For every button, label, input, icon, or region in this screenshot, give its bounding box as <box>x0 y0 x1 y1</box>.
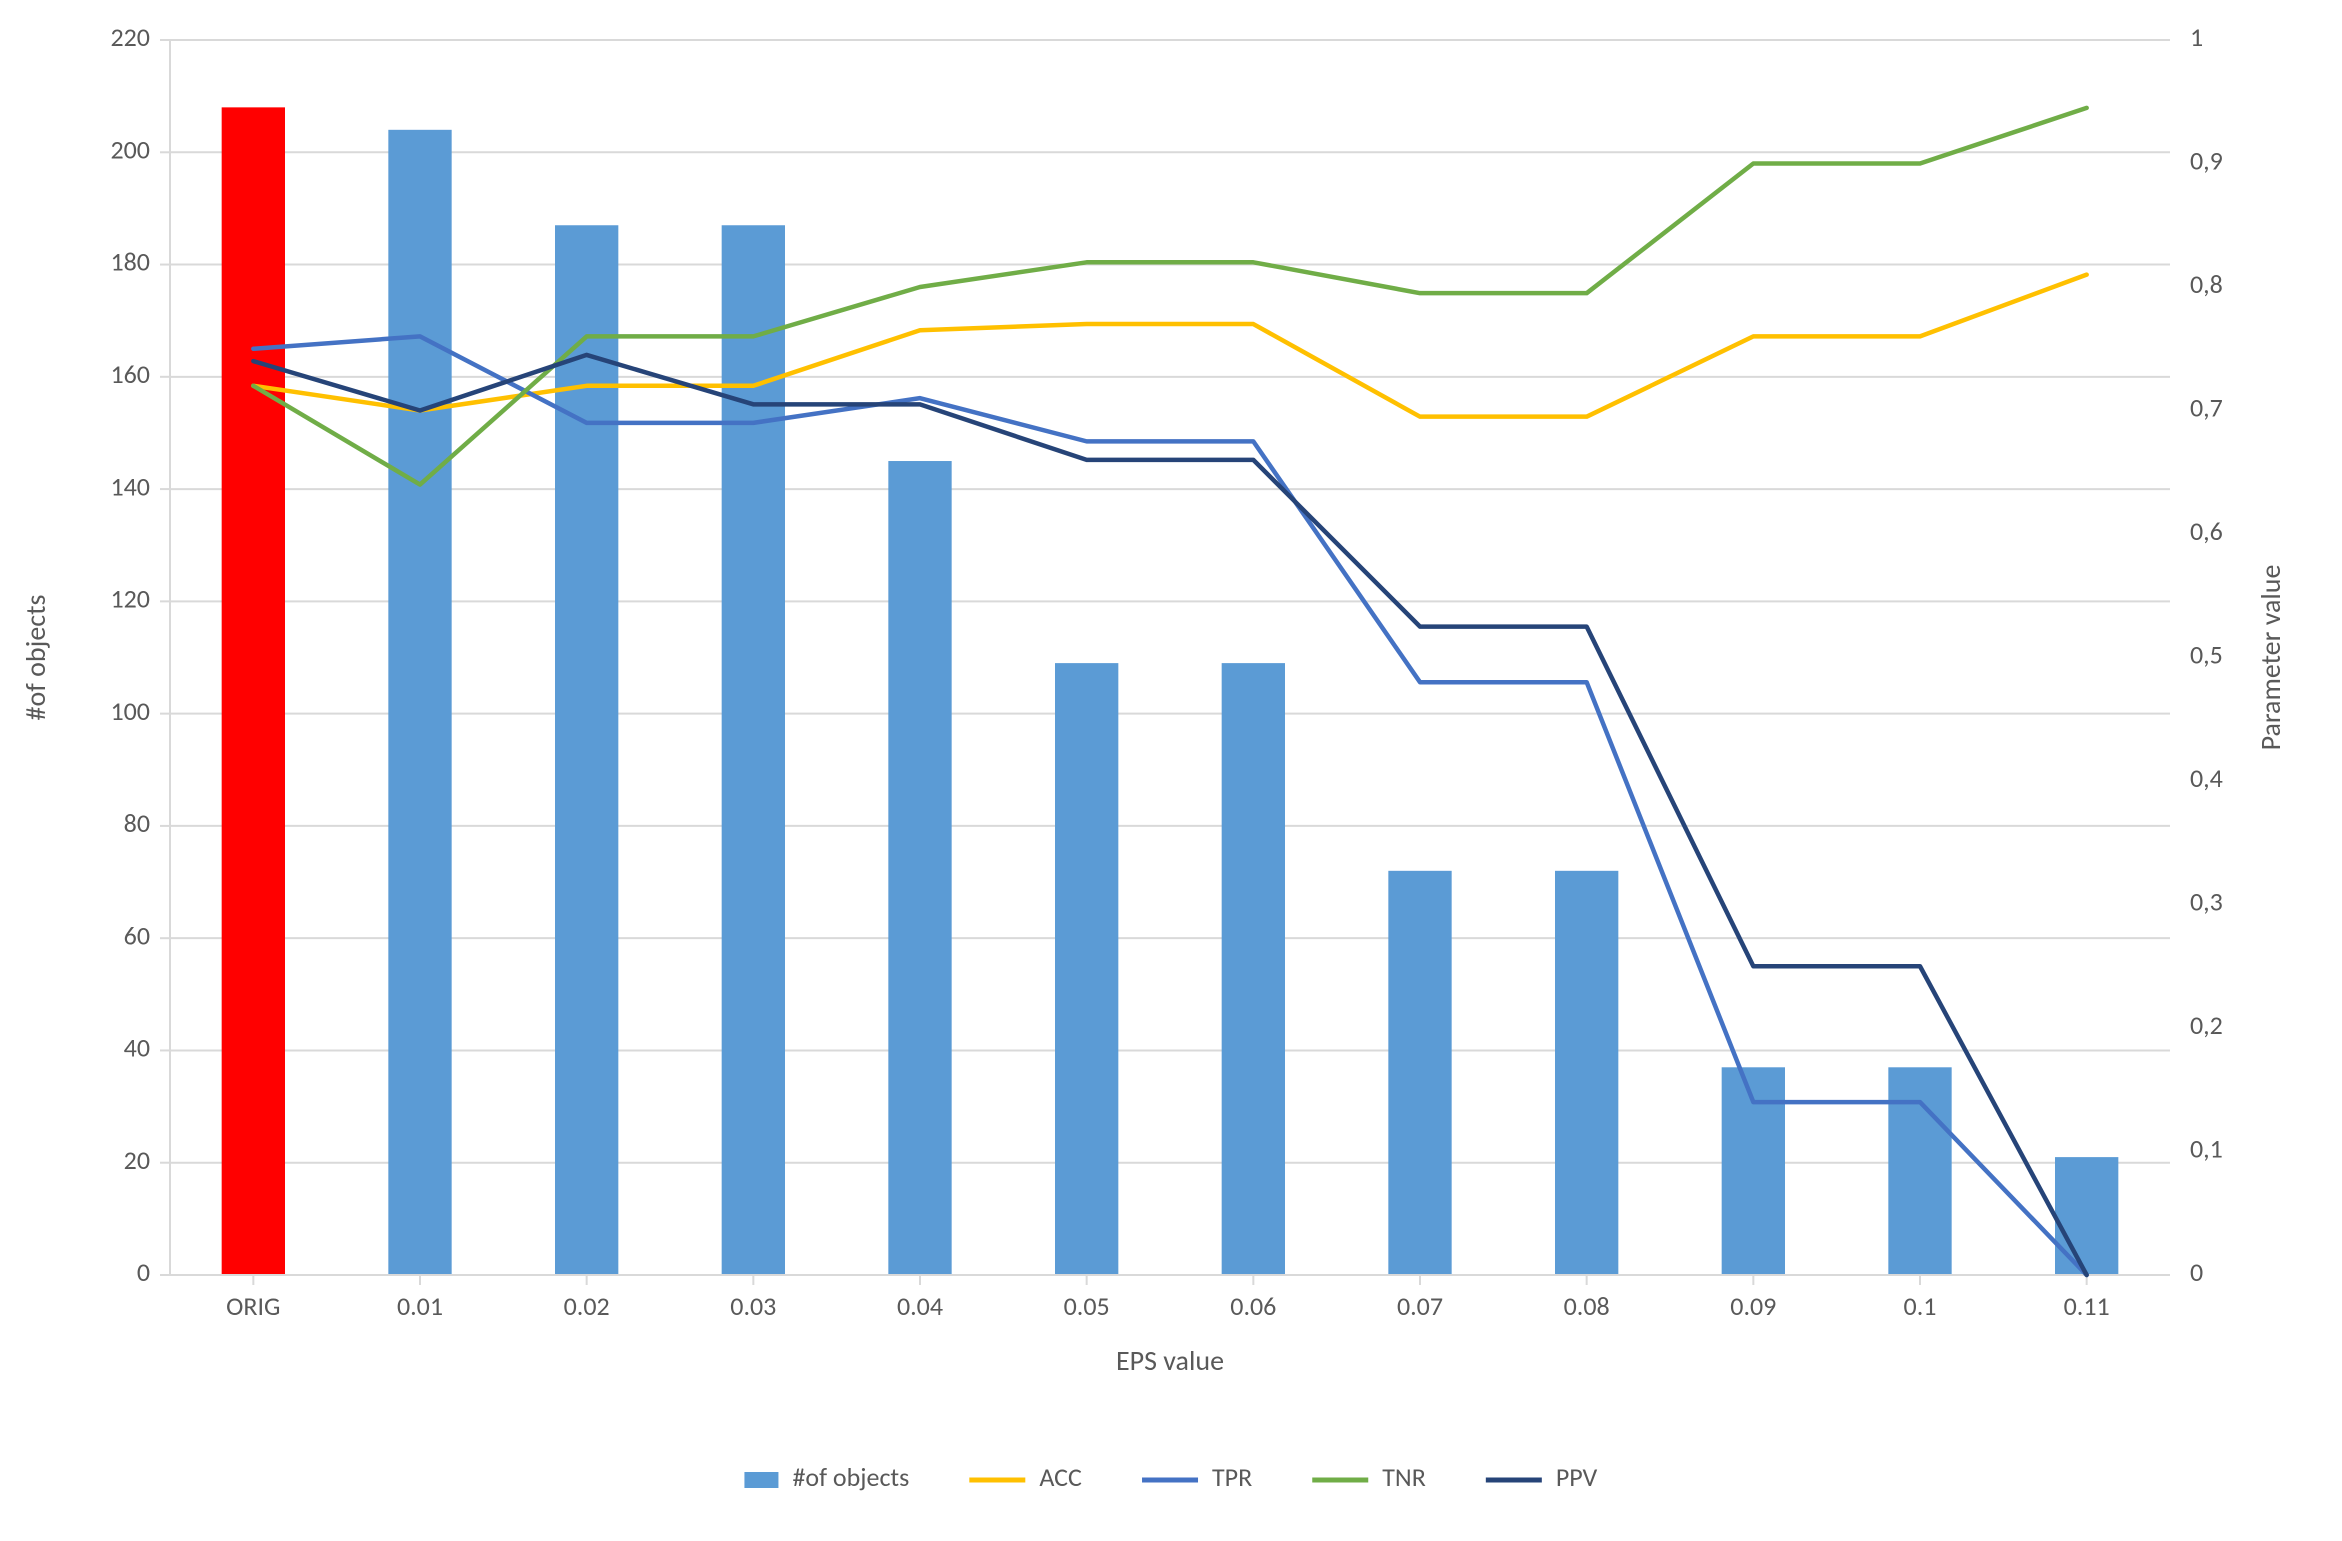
y-left-tick-label: 140 <box>110 470 150 502</box>
x-tick-label: 0.01 <box>397 1290 443 1322</box>
legend-label: ACC <box>1039 1461 1082 1493</box>
x-tick-label: 0.11 <box>2064 1290 2110 1322</box>
y-left-tick-label: 80 <box>124 807 150 839</box>
x-tick-label: 0.05 <box>1064 1290 1110 1322</box>
y-right-tick-label: 0,8 <box>2190 268 2223 300</box>
y-right-tick-label: 0,3 <box>2190 886 2223 918</box>
bar-ORIG <box>222 107 285 1275</box>
bar-0.04 <box>888 461 951 1275</box>
bar-0.02 <box>555 225 618 1275</box>
x-tick-label: 0.08 <box>1564 1290 1610 1322</box>
y-right-tick-label: 0,7 <box>2190 392 2223 424</box>
y-right-tick-label: 0,6 <box>2190 515 2223 547</box>
y-right-tick-label: 0 <box>2190 1256 2203 1288</box>
legend-bar-marker <box>744 1472 778 1488</box>
legend-label: TPR <box>1212 1461 1252 1493</box>
line-ppv <box>253 355 2086 1275</box>
x-tick-label: 0.03 <box>730 1290 776 1322</box>
y-left-tick-label: 100 <box>110 695 150 727</box>
line-tnr <box>253 108 2086 485</box>
y-left-tick-label: 40 <box>124 1032 150 1064</box>
y-right-tick-label: 0,4 <box>2190 762 2223 794</box>
legend-label: TNR <box>1382 1461 1426 1493</box>
y-right-tick-label: 0,2 <box>2190 1009 2223 1041</box>
bar-0.1 <box>1888 1067 1951 1275</box>
legend-label: #of objects <box>792 1461 909 1493</box>
bar-0.01 <box>388 130 451 1275</box>
y-left-tick-label: 20 <box>124 1144 150 1176</box>
x-tick-label: 0.1 <box>1904 1290 1937 1322</box>
eps-chart: 0 20 40 60 80 100 120 140 160 180 200 220 0 0,1 0,2 0,3… <box>0 0 2342 1541</box>
bar-0.05 <box>1055 663 1118 1275</box>
y-left-tick-label: 160 <box>110 358 150 390</box>
bar-0.11 <box>2055 1157 2118 1275</box>
bar-0.08 <box>1555 871 1618 1275</box>
y-left-tick-label: 200 <box>110 133 150 165</box>
y-right-tick-label: 0,5 <box>2190 639 2223 671</box>
x-tick-label: 0.02 <box>564 1290 610 1322</box>
x-tick-label: 0.07 <box>1397 1290 1443 1322</box>
x-tick-label: 0.09 <box>1730 1290 1776 1322</box>
y-left-tick-label: 0 <box>137 1256 150 1288</box>
x-tick-label: 0.06 <box>1230 1290 1276 1322</box>
y-left-tick-label: 220 <box>110 21 150 53</box>
legend: #of objects ACC TPR TNR PPV <box>744 1461 1597 1493</box>
bar-0.03 <box>722 225 785 1275</box>
legend-label: PPV <box>1556 1461 1598 1493</box>
y-right-tick-label: 0,1 <box>2190 1133 2223 1165</box>
line-acc <box>253 275 2086 417</box>
y-right-tick-label: 1 <box>2190 21 2203 53</box>
y-right-tick-label: 0,9 <box>2190 145 2223 177</box>
x-tick-label: ORIG <box>226 1290 280 1322</box>
chart-container: 0 20 40 60 80 100 120 140 160 180 200 220 0 0,1 0,2 0,3… <box>0 0 2342 1541</box>
bar-0.06 <box>1222 663 1285 1275</box>
y-left-axis-title: #of objects <box>18 595 53 721</box>
y-left-tick-label: 120 <box>110 583 150 615</box>
y-left-tick-label: 180 <box>110 246 150 278</box>
y-right-axis-title: Parameter value <box>2253 565 2288 751</box>
x-axis-title: EPS value <box>1116 1343 1224 1378</box>
y-left-tick-label: 60 <box>124 919 150 951</box>
line-tpr <box>253 336 2086 1275</box>
bar-0.07 <box>1388 871 1451 1275</box>
x-tick-label: 0.04 <box>897 1290 943 1322</box>
